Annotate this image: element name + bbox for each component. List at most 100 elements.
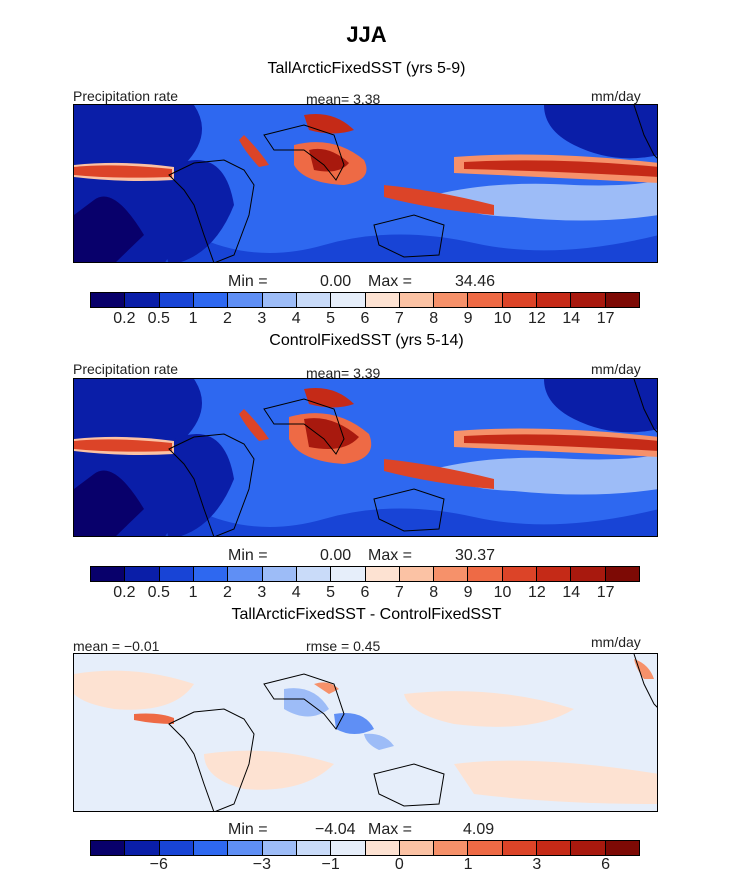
colorbar-tick-label: 1: [188, 584, 198, 601]
colorbar-swatch: [331, 841, 366, 855]
asia-coastline: [263, 398, 345, 455]
australia-coastline: [373, 763, 445, 807]
panel2-colorbar-ticks: 0.2 0.5 1 2 3 4 5 6 7 8 9 10 12 14 17: [0, 584, 733, 604]
colorbar-swatch: [91, 293, 126, 307]
colorbar-swatch: [262, 293, 297, 307]
panel1-map-svg: [74, 105, 657, 262]
colorbar-swatch: [399, 567, 435, 581]
colorbar-swatch: [125, 567, 160, 581]
colorbar-tick-label: −6: [149, 856, 168, 873]
precip-india-core: [309, 148, 349, 172]
precip-sahara-dry: [74, 470, 144, 536]
panel2-colorbar: [90, 566, 640, 582]
diff-pos-south-pacific: [454, 760, 657, 804]
colorbar-swatch: [91, 841, 126, 855]
colorbar-tick-label: 12: [527, 584, 546, 601]
colorbar-tick-label: 1: [463, 856, 473, 873]
colorbar-swatch: [159, 293, 194, 307]
colorbar-swatch: [537, 841, 572, 855]
precip-pacific-itcz: [464, 160, 657, 177]
africa-coastline: [168, 433, 255, 536]
colorbar-swatch: [331, 567, 366, 581]
colorbar-swatch: [434, 293, 469, 307]
colorbar-tick-label: 17: [596, 584, 615, 601]
colorbar-tick-label: 17: [596, 310, 615, 327]
colorbar-swatch: [502, 567, 538, 581]
panel2-map: [73, 378, 658, 537]
colorbar-tick-label: 4: [291, 310, 301, 327]
colorbar-swatch: [125, 841, 160, 855]
panel3-map: [73, 653, 658, 812]
panel1-max-label: Max =: [368, 273, 413, 290]
colorbar-swatch: [125, 293, 160, 307]
diff-pos-america: [634, 659, 654, 679]
diff-neg-maritime: [364, 733, 394, 750]
colorbar-tick-label: 8: [429, 310, 439, 327]
colorbar-swatch: [262, 567, 297, 581]
colorbar-swatch: [296, 293, 332, 307]
colorbar-tick-label: 0.5: [147, 310, 170, 327]
panel3-rmse-label: rmse = 0.45: [306, 638, 381, 654]
colorbar-swatch: [605, 567, 639, 581]
colorbar-swatch: [434, 567, 469, 581]
panel1-units-label: mm/day: [591, 88, 641, 104]
precip-sahara-dry: [74, 196, 144, 262]
panel3-colorbar: [90, 840, 640, 856]
colorbar-swatch: [228, 293, 263, 307]
panel1-colorbar: [90, 292, 640, 308]
panel3-min-label: Min =: [228, 821, 268, 838]
colorbar-tick-label: 7: [394, 310, 404, 327]
america-coastline: [633, 105, 657, 159]
panel2-title: ControlFixedSST (yrs 5-14): [269, 332, 464, 349]
america-coastline: [633, 654, 657, 708]
precip-atlantic-itcz: [74, 165, 172, 178]
colorbar-swatch: [605, 293, 639, 307]
precip-spcz: [384, 185, 494, 215]
precip-southern-band: [74, 489, 657, 536]
australia-coastline: [373, 488, 445, 532]
panel2-variable-label: Precipitation rate: [73, 361, 179, 377]
colorbar-tick-label: 0.2: [113, 310, 136, 327]
panel2-mean-label: mean= 3.39: [306, 365, 381, 381]
precip-ethiopia-max: [239, 409, 269, 441]
colorbar-tick-label: 0.2: [113, 584, 136, 601]
panel2-min-label: Min =: [228, 547, 268, 564]
colorbar-tick-label: 14: [562, 310, 581, 327]
precip-atlantic-itcz: [74, 439, 172, 452]
colorbar-swatch: [193, 841, 229, 855]
colorbar-tick-label: −3: [252, 856, 271, 873]
colorbar-swatch: [502, 293, 538, 307]
precip-india-core: [304, 418, 359, 450]
colorbar-swatch: [468, 567, 503, 581]
colorbar-tick-label: −1: [321, 856, 340, 873]
colorbar-tick-label: 5: [326, 310, 336, 327]
colorbar-tick-label: 3: [257, 584, 267, 601]
diff-pos-atlantic: [74, 670, 194, 710]
colorbar-tick-label: 2: [223, 310, 232, 327]
colorbar-swatch: [399, 841, 435, 855]
colorbar-tick-label: 14: [562, 584, 581, 601]
colorbar-tick-label: 4: [291, 584, 301, 601]
precip-spcz: [384, 459, 494, 489]
colorbar-swatch: [296, 567, 332, 581]
panel1-title: TallArcticFixedSST (yrs 5-9): [267, 60, 466, 77]
colorbar-tick-label: 10: [493, 584, 512, 601]
colorbar-tick-label: 3: [257, 310, 267, 327]
colorbar-tick-label: 0.5: [147, 584, 170, 601]
colorbar-tick-label: 2: [223, 584, 232, 601]
colorbar-swatch: [399, 293, 435, 307]
precip-tibet-max: [304, 114, 354, 134]
panel1-min-value: 0.00: [320, 273, 352, 290]
asia-coastline: [263, 124, 345, 181]
colorbar-tick-label: 0: [394, 856, 404, 873]
precip-pacific-dry: [544, 105, 657, 159]
africa-coastline: [168, 159, 255, 262]
colorbar-swatch: [605, 841, 639, 855]
colorbar-tick-label: 5: [326, 584, 336, 601]
panel3-max-label: Max =: [368, 821, 413, 838]
precip-tibet-max: [304, 388, 354, 408]
colorbar-tick-label: 6: [360, 310, 370, 327]
colorbar-tick-label: 7: [394, 584, 404, 601]
colorbar-tick-label: 12: [527, 310, 546, 327]
panel2-max-value: 30.37: [455, 547, 496, 564]
